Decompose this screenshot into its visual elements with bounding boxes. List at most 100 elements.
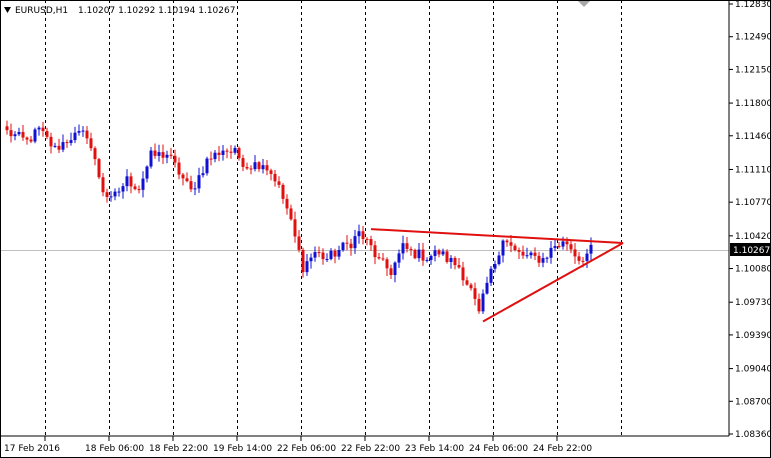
candle-body [173, 155, 177, 163]
candle-body [113, 191, 117, 197]
candle-body [381, 258, 385, 260]
x-tick-label: 19 Feb 14:00 [213, 444, 272, 454]
candle-body [429, 255, 433, 260]
candle-body [569, 244, 573, 250]
candle-body [273, 173, 277, 182]
candle-body [389, 268, 393, 276]
y-tick-label: 1.12150 [735, 65, 771, 75]
candle-body [385, 259, 389, 269]
candle-body [109, 196, 113, 198]
candle-body [21, 131, 25, 138]
candle-body [513, 245, 517, 251]
candle-body [117, 191, 121, 193]
candle-body [501, 240, 505, 256]
y-tick-label: 1.11460 [735, 132, 771, 142]
candle-body [545, 257, 549, 259]
candle-body [129, 176, 133, 187]
candle-body [565, 241, 569, 245]
y-tick-label: 1.10080 [735, 265, 771, 275]
candle-body [325, 259, 329, 261]
candle-body [505, 240, 509, 243]
x-tick-label: 17 Feb 2016 [4, 444, 60, 454]
candle-body [457, 265, 461, 268]
candle-body [97, 159, 101, 178]
chart-ohlc: 1.10207 1.10292 1.10194 1.10267 [78, 6, 235, 16]
current-price-tag: 1.10267 [730, 243, 770, 256]
candle-body [401, 243, 405, 254]
trend-line[interactable] [370, 228, 624, 245]
candle-body [225, 150, 229, 152]
candle-body [361, 231, 365, 239]
candle-body [445, 251, 449, 262]
candle-body [53, 145, 57, 147]
candle-body [93, 148, 97, 160]
candle-body [357, 231, 361, 237]
candle-body [369, 239, 373, 246]
y-tick-label: 1.11110 [735, 165, 771, 175]
candle-body [329, 250, 333, 260]
candle-body [137, 189, 141, 191]
candle-body [433, 250, 437, 256]
candle-body [421, 249, 425, 261]
candle-body [241, 158, 245, 167]
candle-body [145, 166, 149, 179]
shift-triangle-icon[interactable] [578, 1, 590, 7]
candle-body [161, 152, 165, 158]
trend-line[interactable] [482, 242, 624, 323]
candle-body [249, 168, 253, 170]
y-tick-label: 1.08360 [735, 430, 771, 440]
candle-body [493, 264, 497, 269]
candle-body [417, 249, 421, 259]
candle-body [289, 208, 293, 220]
candle-body [5, 126, 9, 131]
candle-body [577, 256, 581, 261]
candle-body [253, 162, 257, 170]
candle-body [337, 250, 341, 257]
candle-body [193, 188, 197, 190]
candle-body [409, 248, 413, 250]
candle-body [461, 267, 465, 281]
candle-body [365, 238, 369, 240]
candle-body [373, 245, 377, 258]
x-tick-label: 24 Feb 06:00 [469, 444, 528, 454]
triangle-down-icon[interactable] [4, 7, 11, 13]
candle-body [125, 176, 129, 187]
price-axis: 1.12830 1.12490 1.12150 1.11800 1.11460 1.111… [729, 0, 771, 440]
candle-body [309, 257, 313, 262]
candle-body [245, 166, 249, 169]
candle-body [317, 252, 321, 254]
candle-body [525, 255, 529, 257]
candle-body [89, 138, 93, 149]
candle-body [61, 142, 65, 150]
candle-body [265, 165, 269, 171]
candle-body [313, 252, 317, 258]
candle-body [197, 175, 201, 189]
x-tick-label: 18 Feb 22:00 [149, 444, 208, 454]
candle-body [301, 249, 305, 273]
candle-body [297, 236, 301, 250]
candle-body [33, 129, 37, 142]
candle-body [217, 152, 221, 155]
candle-body [169, 154, 173, 156]
candle-body [141, 178, 145, 190]
candle-body [269, 170, 273, 174]
candle-body [529, 252, 533, 256]
candle-body [181, 174, 185, 179]
candle-body [489, 268, 493, 283]
candle-body [581, 260, 585, 262]
candle-body [13, 134, 17, 137]
candle-body [497, 255, 501, 265]
candle-body [81, 130, 85, 132]
candle-body [477, 298, 481, 312]
candle-body [149, 150, 153, 167]
candle-body [229, 151, 233, 153]
time-axis: 17 Feb 2016 18 Feb 06:00 18 Feb 22:00 19 Fe… [4, 436, 592, 454]
candle-body [17, 131, 21, 135]
candle-body [441, 251, 445, 255]
candle-body [377, 257, 381, 259]
y-tick-label: 1.10770 [735, 198, 771, 208]
candle-body [349, 243, 353, 249]
trend-lines [370, 228, 624, 323]
y-tick-label: 1.12490 [735, 33, 771, 43]
